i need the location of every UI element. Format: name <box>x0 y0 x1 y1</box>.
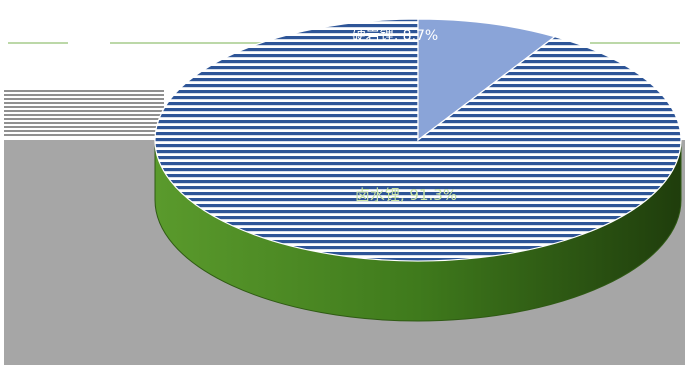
background-stripe-band <box>4 88 164 140</box>
pie-slice-hardrock-lithium <box>417 18 557 142</box>
background-dash-right <box>590 42 680 44</box>
data-label-hardrock-lithium: 硬岩锂, 8.7% <box>352 28 438 44</box>
background-dash-left <box>8 42 68 44</box>
data-label-brine-lithium: 卤水锂, 91.3% <box>355 186 457 204</box>
